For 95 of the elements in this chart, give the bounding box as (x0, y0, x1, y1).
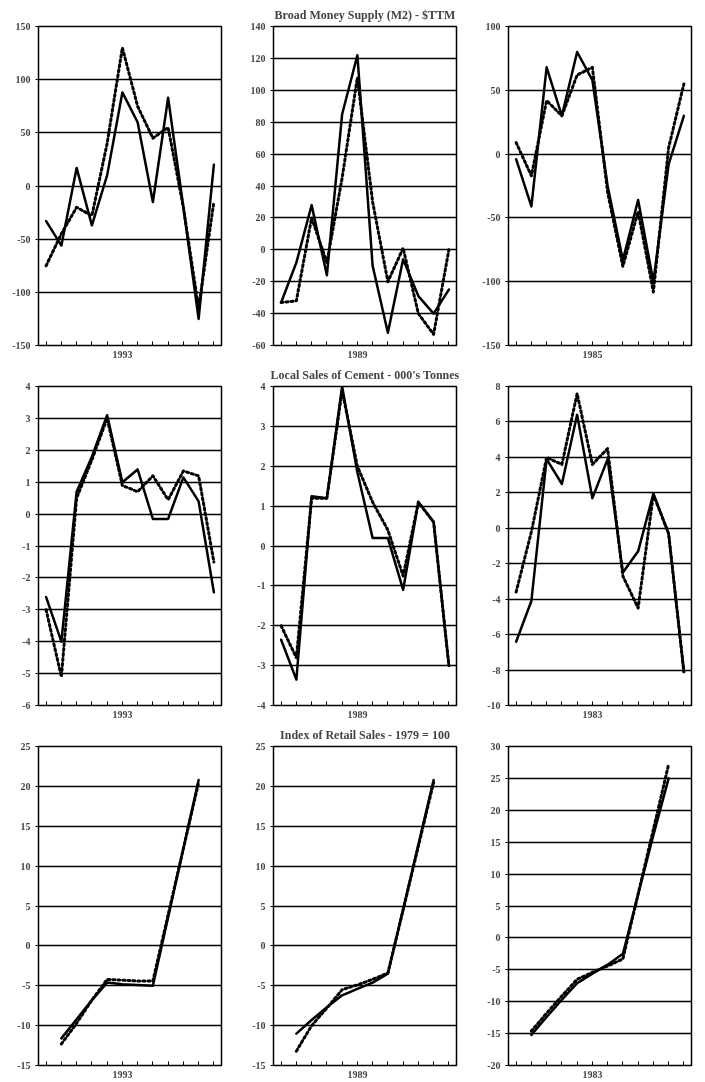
y-tick-label: 4 (25, 381, 31, 392)
chart-title: Index of Retail Sales - 1979 = 100 (280, 727, 450, 742)
x-tick-label: 1985 (582, 348, 603, 360)
y-tick-label: 1 (260, 500, 266, 512)
y-tick-label: -15 (17, 1060, 31, 1071)
y-tick-label: -5 (257, 980, 266, 992)
y-tick-label: 5 (260, 900, 266, 912)
y-tick-label: 2 (25, 444, 31, 456)
y-tick-label: -100 (482, 276, 501, 288)
y-tick-label: 20 (255, 212, 266, 224)
y-tick-label: 25 (255, 741, 266, 752)
x-tick-label: 1989 (347, 348, 368, 360)
y-tick-label: 3 (25, 412, 31, 424)
y-tick-label: 150 (15, 21, 31, 32)
y-tick-label: -10 (487, 996, 501, 1008)
y-tick-label: 100 (485, 21, 501, 32)
y-tick-label: -2 (492, 558, 501, 570)
y-tick-label: 20 (255, 780, 266, 792)
y-tick-label: 25 (20, 741, 31, 752)
y-tick-label: -4 (492, 593, 501, 605)
y-tick-label: 8 (495, 381, 501, 392)
y-tick-label: -100 (12, 286, 31, 298)
y-tick-label: 0 (260, 244, 266, 256)
x-tick-label: 1993 (112, 1068, 133, 1080)
y-tick-label: 2 (495, 487, 501, 499)
y-tick-label: -4 (22, 636, 31, 648)
y-tick-label: -40 (252, 308, 266, 320)
y-tick-label: 10 (255, 860, 266, 872)
y-tick-label: 40 (255, 180, 266, 192)
y-tick-label: -1 (257, 580, 266, 592)
y-tick-label: -6 (492, 629, 501, 641)
y-tick-label: 15 (490, 836, 501, 848)
y-tick-label: 20 (490, 804, 501, 816)
y-tick-label: 50 (490, 84, 501, 96)
x-tick-label: 1983 (582, 708, 603, 720)
y-tick-label: -3 (257, 660, 266, 672)
y-tick-label: 5 (25, 900, 31, 912)
y-tick-label: 120 (250, 52, 266, 64)
y-tick-label: 100 (250, 84, 266, 96)
y-tick-label: -2 (257, 620, 266, 632)
y-tick-label: 10 (490, 868, 501, 880)
y-tick-label: 15 (255, 820, 266, 832)
y-tick-label: 1 (25, 476, 31, 488)
chart-title: Broad Money Supply (M2) - $TTM (274, 7, 456, 22)
y-tick-label: -10 (252, 1020, 266, 1032)
y-tick-label: 2 (260, 460, 266, 472)
x-tick-label: 1989 (347, 708, 368, 720)
y-tick-label: -5 (22, 980, 31, 992)
y-tick-label: -150 (482, 340, 501, 351)
y-tick-label: -150 (12, 340, 31, 351)
y-tick-label: -15 (487, 1028, 501, 1040)
y-tick-label: 4 (260, 381, 266, 392)
y-tick-label: -4 (257, 700, 266, 711)
y-tick-label: -15 (252, 1060, 266, 1071)
y-tick-label: 0 (495, 522, 501, 534)
y-tick-label: 0 (25, 508, 31, 520)
y-tick-label: 100 (15, 74, 31, 86)
y-tick-label: 3 (260, 420, 266, 432)
y-tick-label: 60 (255, 148, 266, 160)
x-tick-label: 1993 (112, 708, 133, 720)
y-tick-label: -6 (22, 700, 31, 711)
y-tick-label: 20 (20, 780, 31, 792)
y-tick-label: -5 (492, 964, 501, 976)
y-tick-label: -60 (252, 340, 266, 351)
y-tick-label: 30 (490, 741, 501, 752)
chart-title: Local Sales of Cement - 000's Tonnes (270, 367, 460, 382)
y-tick-label: 0 (495, 932, 501, 944)
y-tick-label: 25 (490, 772, 501, 784)
y-tick-label: 140 (250, 21, 266, 32)
x-tick-label: 1989 (347, 1068, 368, 1080)
y-tick-label: -5 (22, 668, 31, 680)
y-tick-label: -10 (487, 700, 501, 711)
y-tick-label: -50 (487, 212, 501, 224)
y-tick-label: 0 (25, 940, 31, 952)
y-tick-label: 0 (25, 180, 31, 192)
y-tick-label: -10 (17, 1020, 31, 1032)
y-tick-label: -20 (487, 1060, 501, 1071)
y-tick-label: 0 (495, 148, 501, 160)
y-tick-label: -1 (22, 540, 31, 552)
y-tick-label: 10 (20, 860, 31, 872)
x-tick-label: 1983 (582, 1068, 603, 1080)
y-tick-label: -8 (492, 664, 501, 676)
y-tick-label: -2 (22, 572, 31, 584)
y-tick-label: 0 (260, 540, 266, 552)
y-tick-label: -3 (22, 604, 31, 616)
y-tick-label: 6 (495, 416, 501, 428)
y-tick-label: 50 (20, 127, 31, 139)
y-tick-label: 80 (255, 116, 266, 128)
y-tick-label: 15 (20, 820, 31, 832)
y-tick-label: 5 (495, 900, 501, 912)
y-tick-label: 4 (495, 451, 501, 463)
y-tick-label: 0 (260, 940, 266, 952)
y-tick-label: -50 (17, 233, 31, 245)
x-tick-label: 1993 (112, 348, 133, 360)
y-tick-label: -20 (252, 276, 266, 288)
